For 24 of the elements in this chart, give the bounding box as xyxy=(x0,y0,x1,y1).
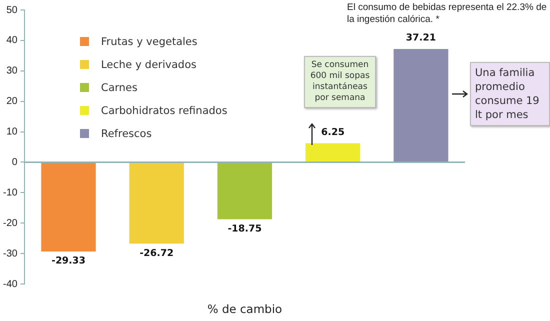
legend-label: Carbohidratos refinados xyxy=(101,104,228,116)
annotation: El consumo de bebidas representa el 22.3% de la ingestión calórica. * xyxy=(347,2,547,26)
y-tick-label: -40 xyxy=(3,278,18,290)
legend-label: Carnes xyxy=(101,82,138,94)
x-axis-title: % de cambio xyxy=(207,302,282,316)
y-tick-label: 0 xyxy=(12,156,18,168)
y-tick-label: 20 xyxy=(6,96,18,108)
y-tick-label: -20 xyxy=(3,218,18,229)
y-tick-label: 50 xyxy=(6,4,18,16)
annotation: Se consumen 600 mil sopas instantáneas por semana xyxy=(304,56,376,108)
data-label: -29.33 xyxy=(52,256,86,267)
legend-label: Refrescos xyxy=(101,128,152,140)
y-tick-label: 30 xyxy=(6,66,18,77)
data-label: -18.75 xyxy=(228,224,262,235)
data-label: 37.21 xyxy=(406,32,436,44)
y-tick-label: 40 xyxy=(6,35,18,46)
data-label: 6.25 xyxy=(321,126,345,138)
y-tick-label: 10 xyxy=(6,126,18,138)
data-label: -26.72 xyxy=(140,248,174,259)
y-tick-label: -30 xyxy=(3,248,18,260)
y-tick-label: -10 xyxy=(3,187,18,198)
text: Una familia promedio consume 19 lt por mes xyxy=(470,62,550,126)
legend-label: Frutas y vegetales xyxy=(101,36,198,48)
legend-label: Leche y derivados xyxy=(101,58,196,70)
